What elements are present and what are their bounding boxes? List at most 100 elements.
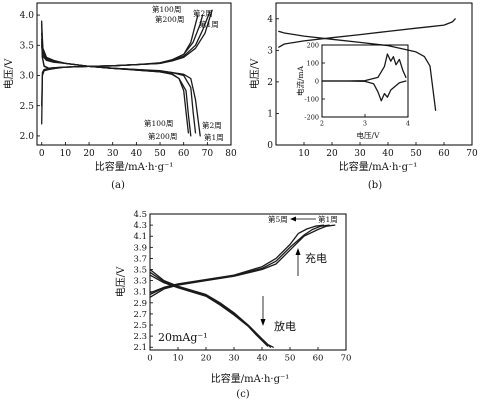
panel-c-series-5	[149, 271, 274, 348]
panel-c-cycle-label-1: 第1周	[318, 214, 338, 224]
panel-b-xtick-label: 70	[466, 149, 478, 159]
panel-b-xtick-label: 20	[326, 149, 338, 159]
panel-a: 0 10 20 30 40 50 60 70 80 2.0 2.5 3.0 3.5 4.0 电压/V 比容…	[2, 2, 237, 191]
panel-a-xtick-label: 60	[178, 149, 190, 159]
panel-b-frame	[275, 2, 473, 146]
panel-b-xtick-label: 50	[410, 149, 422, 159]
panel-c-series-6	[149, 274, 269, 347]
panel-c-curves	[149, 224, 336, 348]
panel-a-xtick-label: 20	[83, 149, 95, 159]
panel-c-ytick-label: 3.5	[133, 265, 147, 275]
panel-b-inset-curves	[321, 53, 407, 102]
panel-a-ytick-label: 4.0	[20, 11, 35, 21]
panel-c-ytick-label: 3.7	[133, 254, 147, 264]
panel-a-xtick-label: 0	[39, 149, 45, 159]
panel-c-xlabel: 比容量/mA·h·g⁻¹	[211, 372, 290, 385]
panel-c-caption: (c)	[236, 389, 250, 400]
panel-c: 0 10 20 30 40 50 60 702.12.32.52.72.93.13.33.53…	[114, 210, 351, 400]
panel-c-ytick-label: 2.9	[133, 299, 147, 309]
panel-a-xtick-label: 10	[60, 149, 72, 159]
panel-a-ticks: 0 10 20 30 40 50 60 70 80 2.0 2.5 3.0 3.5 4.0	[20, 11, 237, 159]
panel-a-series-1	[41, 14, 199, 125]
panel-c-charge-label: 充电	[305, 251, 327, 265]
panel-c-ytick-label: 2.3	[133, 332, 147, 342]
panel-b-xlabel: 比容量/mA·h·g⁻¹	[339, 160, 418, 173]
panel-c-xtick-label: 60	[313, 354, 324, 364]
panel-a-xtick-label: 40	[131, 149, 143, 159]
panel-b-inset-ytick-label: 200	[307, 41, 319, 49]
panel-b-xtick-label: 40	[382, 149, 394, 159]
panel-b-xtick-label: 30	[354, 149, 366, 159]
panel-c-ytick-label: 2.7	[133, 310, 147, 320]
panel-c-ytick-label: 4.1	[133, 232, 147, 242]
panel-c-cycle-arrowhead	[290, 216, 296, 222]
panel-c-xtick-label: 50	[285, 354, 296, 364]
panel-b-inset-ylabel: 电流/mA	[295, 65, 305, 96]
panel-c-xtick-label: 0	[147, 354, 152, 364]
panel-a-ytick-label: 3.0	[20, 72, 35, 82]
panel-c-ytick-label: 2.5	[133, 321, 147, 331]
panel-a-discharge-label-100: 第100周	[144, 118, 173, 128]
panel-c-ytick-label: 4.3	[133, 221, 147, 231]
panel-a-frame	[36, 2, 232, 146]
panel-a-charge-label-1: 第1周	[199, 19, 219, 29]
panel-a-ytick-label: 3.5	[20, 41, 35, 51]
panel-a-xtick-label: 80	[225, 149, 237, 159]
panel-c-xtick-label: 70	[341, 354, 352, 364]
panel-a-charge-label-200: 第200周	[155, 14, 184, 24]
panel-c-ytick-label: 4.5	[133, 210, 147, 220]
panel-b-inset-xtick-label: 3	[363, 120, 367, 128]
panel-b-inset-ytick-label: 100	[307, 59, 319, 67]
panel-b-ytick-label: 2	[267, 78, 273, 88]
panel-b-ytick-label: 1	[267, 110, 273, 120]
panel-b-inset-ticks: 2 3 4 -200 -100 0 100 200	[304, 41, 410, 127]
panel-b-ytick-label: 4	[267, 15, 273, 25]
panel-c-discharge-label: 放电	[274, 319, 296, 333]
panel-a-discharge-label-2: 第2周	[202, 120, 222, 130]
panel-c-ytick-label: 3.1	[133, 288, 147, 298]
panel-a-xtick-label: 30	[107, 149, 119, 159]
panel-b-series-2	[278, 30, 437, 111]
panel-a-caption: (a)	[111, 180, 125, 191]
panel-a-curves	[41, 9, 213, 137]
panel-b-inset-xlabel: 电压/V	[357, 130, 381, 140]
panel-c-rate-label: 20mAg⁻¹	[158, 331, 208, 344]
panel-b-xtick-label: 60	[438, 149, 450, 159]
panel-c-ticks: 0 10 20 30 40 50 60 702.12.32.52.72.93.13.33.53…	[133, 210, 351, 364]
panel-c-charge-arrowhead	[295, 248, 301, 255]
panel-a-ytick-label: 2.0	[20, 132, 35, 142]
panel-b-inset-series-1	[321, 53, 407, 82]
panel-b-series-1	[278, 18, 456, 48]
panel-a-series-8	[41, 44, 201, 137]
panel-b-ylabel: 电压/V	[248, 58, 261, 89]
panel-c-ytick-label: 3.9	[133, 243, 147, 253]
panel-a-ytick-label: 2.5	[20, 102, 35, 112]
panel-a-charge-label-2: 第2周	[193, 8, 213, 18]
panel-c-series-3	[149, 224, 325, 294]
panel-b-inset-ytick-label: -100	[304, 95, 319, 103]
panel-a-series-2	[41, 14, 204, 107]
panel-c-ytick-label: 2.1	[133, 343, 147, 353]
panel-b-inset: 2 3 4 -200 -100 0 100 200 电流/mA 电压/V	[295, 41, 410, 140]
panel-c-xtick-label: 30	[229, 354, 240, 364]
panel-b-ytick-label: 3	[267, 46, 273, 56]
panel-b-caption: (b)	[368, 180, 382, 191]
panel-b-ytick-label: 0	[267, 141, 273, 151]
panel-a-series-4	[41, 9, 213, 69]
panel-c-xtick-label: 20	[201, 354, 212, 364]
panel-a-charge-label-100: 第100周	[152, 4, 181, 14]
panel-a-xlabel: 比容量/mA·h·g⁻¹	[95, 160, 174, 173]
panel-b-curves	[278, 18, 456, 111]
panel-b-inset-ytick-label: 0	[315, 77, 319, 85]
panel-a-xtick-label: 50	[154, 149, 166, 159]
panel-c-ylabel: 电压/V	[114, 266, 127, 297]
panel-c-cycle-label-5: 第5周	[268, 214, 288, 224]
panel-b-inset-xtick-label: 2	[320, 120, 324, 128]
panel-c-discharge-arrowhead	[260, 319, 266, 326]
panel-b-inset-xtick-label: 4	[406, 120, 410, 128]
panel-a-series-3	[41, 11, 211, 69]
panel-a-xtick-label: 70	[202, 149, 214, 159]
panel-a-discharge-label-1: 第1周	[204, 132, 224, 142]
